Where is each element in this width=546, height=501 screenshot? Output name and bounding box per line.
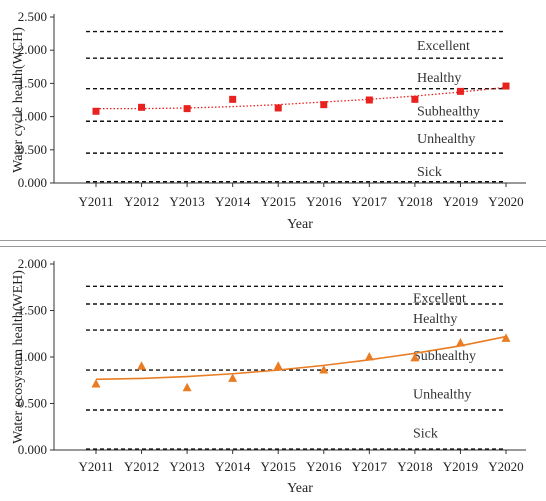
weh-chart-panel: 0.000 0.500 1.000 1.500 2.000 Y2011 Y2012 Y2013…: [0, 246, 546, 501]
wch-y-tick-label: 0.000: [18, 175, 47, 190]
weh-data-point: [228, 373, 238, 382]
weh-band-label: Subhealthy: [413, 349, 476, 364]
wch-x-tick-label: Y2017: [352, 194, 388, 209]
weh-chart: 0.000 0.500 1.000 1.500 2.000 Y2011 Y2012 Y2013…: [11, 256, 526, 496]
weh-x-tick-label: Y2016: [306, 459, 342, 474]
wch-band-label: Sick: [417, 165, 442, 180]
weh-x-tick-label: Y2018: [397, 459, 432, 474]
wch-x-tick-label: Y2014: [215, 194, 251, 209]
weh-y-axis-title: Water ecosystem health(WEH): [11, 270, 26, 444]
weh-data-point: [501, 333, 511, 342]
wch-x-tick-label: Y2015: [261, 194, 296, 209]
weh-x-axis-title: Year: [287, 481, 313, 496]
wch-y-tick-label: 1.500: [18, 75, 47, 90]
weh-y-tick-label: 0.000: [18, 442, 47, 457]
wch-data-point: [92, 107, 100, 115]
weh-x-tick-label: Y2019: [443, 459, 478, 474]
weh-y-tick-label: 1.000: [18, 349, 47, 364]
wch-y-tick-label: 0.500: [18, 142, 47, 157]
wch-y-tick-label: 2.000: [18, 42, 47, 57]
weh-data-point: [182, 382, 192, 392]
weh-band-label: Excellent: [413, 291, 466, 306]
wch-data-point: [502, 82, 510, 90]
wch-data-point: [365, 96, 373, 104]
weh-x-tick-label: Y2015: [261, 459, 296, 474]
wch-band-label: Excellent: [417, 39, 470, 54]
wch-data-point: [138, 103, 146, 111]
wch-x-tick-label: Y2018: [397, 194, 432, 209]
wch-data-point: [274, 104, 282, 112]
weh-data-point: [455, 338, 465, 347]
weh-x-tick-label: Y2013: [169, 459, 204, 474]
weh-x-tick-label: Y2020: [488, 459, 523, 474]
wch-chart-panel: 0.000 0.500 1.000 1.500 2.000 2.500 Y2011 Y2012…: [0, 0, 546, 241]
wch-y-axis-title: Water cycle health(WCH): [11, 27, 26, 173]
weh-y-tick-label: 0.500: [18, 396, 47, 411]
wch-x-tick-label: Y2011: [79, 194, 114, 209]
wch-x-tick-label: Y2020: [488, 194, 523, 209]
weh-x-tick-label: Y2017: [352, 459, 388, 474]
weh-data-point: [91, 378, 101, 388]
wch-x-axis-title: Year: [287, 217, 313, 232]
wch-data-point: [320, 101, 328, 109]
wch-data-point: [456, 87, 464, 95]
wch-data-point: [411, 95, 419, 103]
weh-x-tick-label: Y2011: [79, 459, 114, 474]
weh-band-label: Unhealthy: [413, 387, 471, 402]
weh-data-point: [364, 352, 374, 361]
weh-y-tick-label: 1.500: [18, 303, 47, 318]
wch-y-tick-label: 2.500: [18, 9, 47, 24]
weh-data-point: [137, 361, 147, 370]
weh-data-point: [319, 365, 329, 374]
weh-y-tick-label: 2.000: [18, 256, 47, 271]
wch-data-point: [229, 95, 237, 103]
wch-band-label: Subhealthy: [417, 105, 480, 120]
wch-band-label: Healthy: [417, 71, 461, 86]
weh-trendline: [95, 335, 507, 381]
weh-x-tick-label: Y2014: [215, 459, 251, 474]
weh-band-label: Sick: [413, 426, 438, 441]
wch-chart: 0.000 0.500 1.000 1.500 2.000 2.500 Y2011 Y2012…: [11, 9, 526, 232]
wch-x-tick-label: Y2012: [124, 194, 159, 209]
wch-x-tick-label: Y2016: [306, 194, 342, 209]
wch-x-tick-label: Y2019: [443, 194, 478, 209]
wch-y-tick-label: 1.000: [18, 109, 47, 124]
weh-data-point: [410, 352, 420, 362]
wch-data-point: [183, 105, 191, 113]
weh-band-label: Healthy: [413, 312, 457, 327]
weh-data-point: [273, 361, 283, 370]
wch-band-label: Unhealthy: [417, 132, 475, 147]
weh-x-tick-label: Y2012: [124, 459, 159, 474]
wch-x-tick-label: Y2013: [169, 194, 204, 209]
